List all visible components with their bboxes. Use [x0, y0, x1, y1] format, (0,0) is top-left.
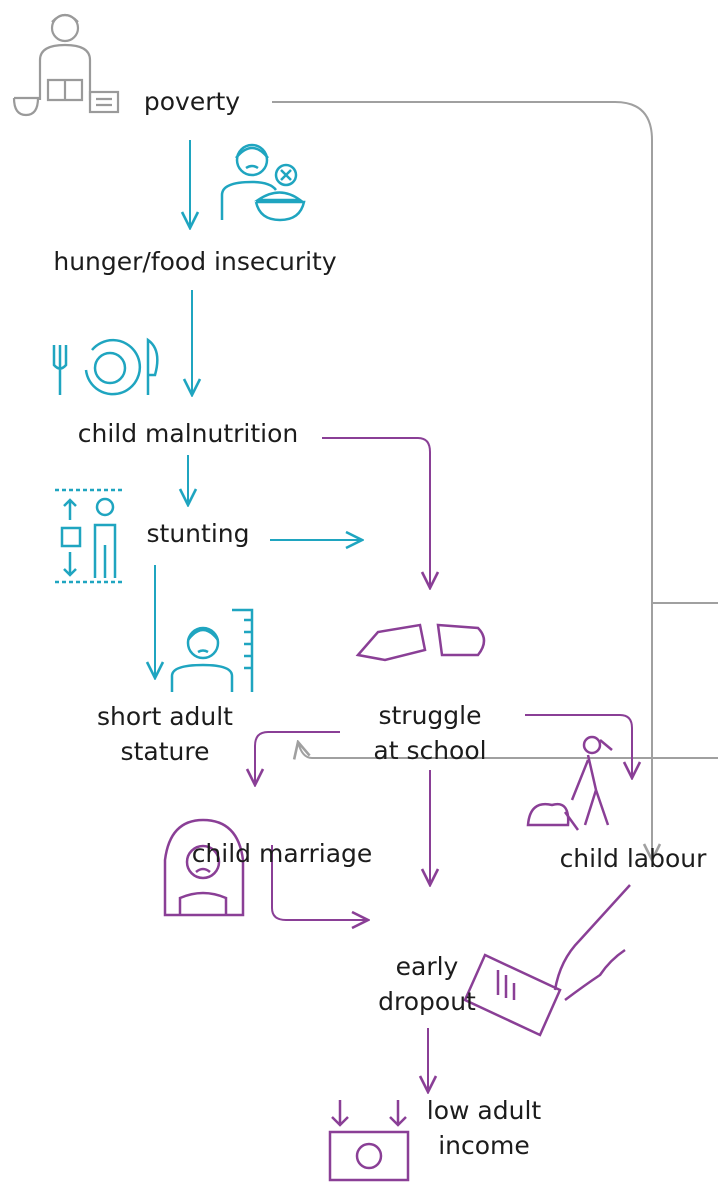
icon-height — [55, 490, 125, 582]
labels: poverty hunger/food insecurity child malnu… — [53, 87, 707, 1160]
node-label: dropout — [378, 987, 476, 1016]
diagram: poverty hunger/food insecurity child malnu… — [0, 0, 718, 1202]
node-label: hunger/food insecurity — [53, 247, 337, 276]
icon-short — [172, 610, 252, 692]
icon-plate — [54, 340, 157, 395]
node-label: income — [438, 1131, 530, 1160]
node-label: child malnutrition — [78, 419, 299, 448]
node-label: low adult — [427, 1096, 542, 1125]
node-label: at school — [373, 736, 486, 765]
node-label: struggle — [378, 701, 481, 730]
arrows-teal — [155, 140, 362, 678]
icon-labour — [528, 737, 612, 830]
node-label: stature — [121, 737, 210, 766]
node-label: poverty — [144, 87, 240, 116]
node-label: early — [396, 952, 459, 981]
icon-poverty — [14, 15, 118, 115]
icon-pencil — [358, 625, 484, 660]
arrows-gray — [272, 102, 718, 860]
node-label: short adult — [97, 702, 233, 731]
icon-hunger — [222, 145, 304, 220]
icon-money — [330, 1100, 408, 1180]
node-label: child labour — [560, 844, 708, 873]
icon-book — [465, 885, 630, 1035]
node-label: stunting — [147, 519, 250, 548]
node-label: child marriage — [192, 839, 373, 868]
